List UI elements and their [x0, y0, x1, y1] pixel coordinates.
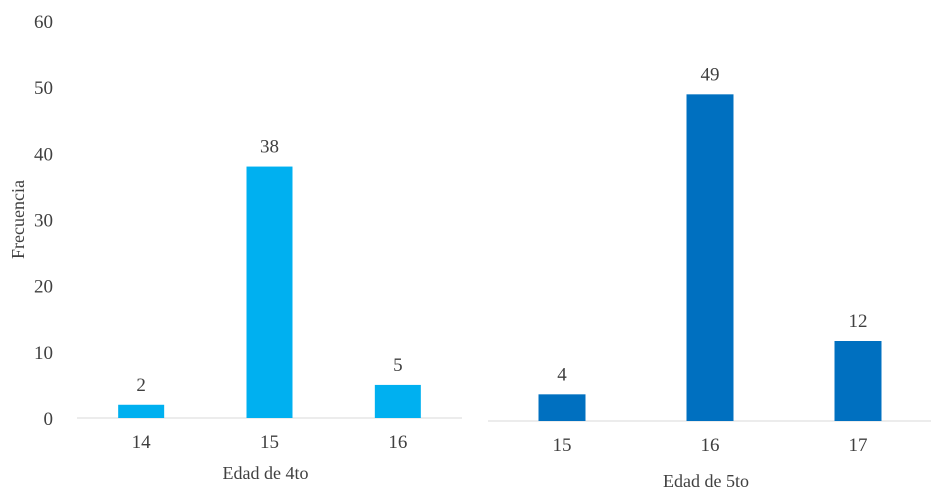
bar-14	[118, 404, 165, 418]
data-label: 4	[557, 364, 567, 385]
y-tick-label: 20	[34, 277, 53, 298]
x-tick-label: 14	[132, 432, 152, 453]
bar-15	[246, 166, 293, 418]
data-label: 49	[701, 64, 720, 85]
bar-17	[834, 341, 882, 421]
bar-16	[374, 384, 421, 418]
data-label: 12	[849, 311, 868, 332]
x-axis-title: Edad de 4to	[223, 463, 309, 483]
x-tick-label: 16	[701, 435, 720, 456]
y-axis-title: Frecuencia	[8, 180, 28, 259]
x-tick-label: 15	[553, 435, 572, 456]
y-tick-label: 10	[34, 343, 53, 364]
y-tick-label: 60	[34, 12, 53, 33]
left-chart: 0 10 20 30 40 50 60 Frecuencia 2 14 38 15 5 16 Edad de…	[8, 12, 462, 483]
data-label: 2	[136, 375, 146, 396]
y-tick-label: 0	[44, 409, 54, 430]
y-tick-label: 40	[34, 144, 53, 165]
x-axis-title: Edad de 5to	[663, 471, 749, 491]
x-tick-label: 16	[388, 432, 407, 453]
x-tick-label: 17	[849, 435, 868, 456]
y-tick-label: 30	[34, 211, 53, 232]
y-tick-label: 50	[34, 78, 53, 99]
right-chart: 4 15 49 16 12 17 Edad de 5to	[488, 64, 931, 491]
bar-15	[538, 394, 586, 421]
bar-16	[686, 94, 734, 421]
data-label: 38	[260, 137, 279, 158]
x-tick-label: 15	[260, 432, 279, 453]
data-label: 5	[393, 355, 403, 376]
